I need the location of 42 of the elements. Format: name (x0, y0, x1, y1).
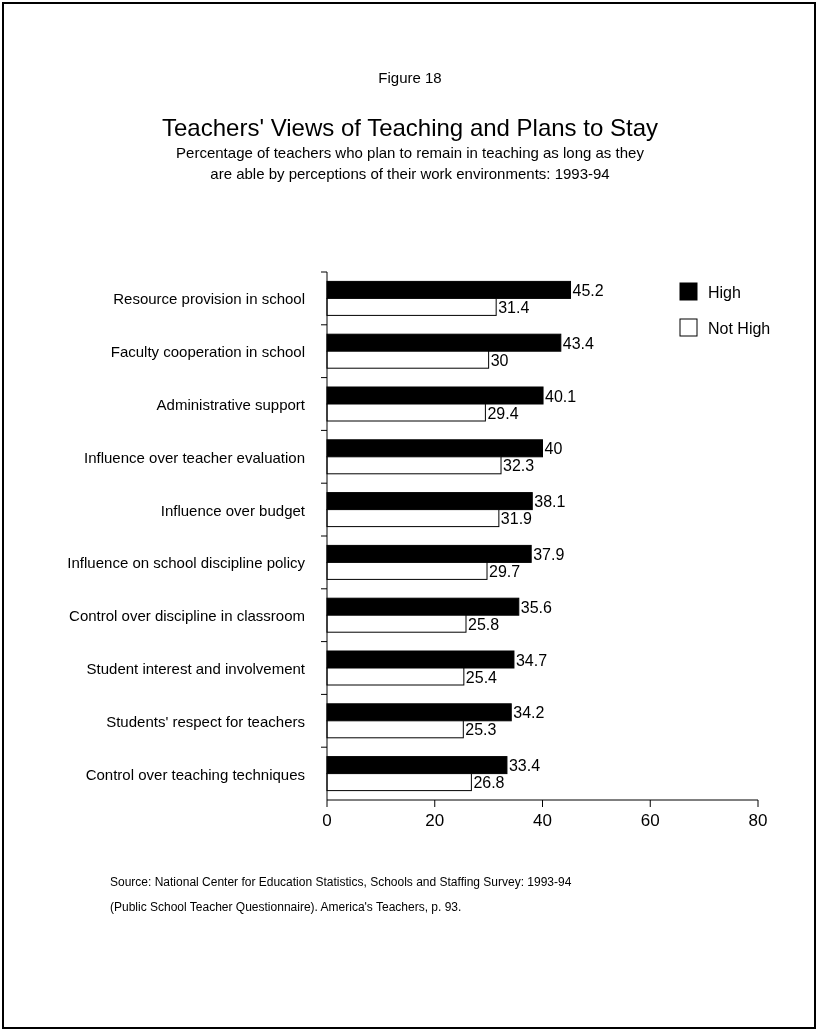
data-label: 40.1 (545, 387, 577, 405)
x-tick-label: 20 (425, 811, 445, 830)
data-label: 29.7 (489, 562, 521, 580)
data-label: 38.1 (534, 493, 566, 511)
data-label: 25.8 (468, 615, 500, 633)
data-label: 34.7 (515, 651, 548, 669)
y-tick-label: Administrative support (156, 396, 306, 413)
legend-label: High (708, 284, 741, 301)
data-label: 43.4 (562, 334, 595, 352)
y-tick-label: Control over teaching techniques (85, 765, 305, 783)
x-tick-label: 0 (322, 811, 332, 830)
data-label: 37.9 (533, 545, 565, 563)
data-label: 32.3 (503, 457, 535, 475)
data-label: 34.2 (513, 704, 545, 722)
x-tick-label: 60 (640, 811, 660, 830)
x-tick-label: 80 (748, 811, 768, 830)
y-tick-label: Influence over teacher evaluation (84, 448, 305, 466)
data-label: 30 (490, 351, 509, 369)
data-label: 25.3 (465, 721, 497, 739)
y-tick-label: Students' respect for teachers (106, 712, 305, 730)
data-label: 33.4 (508, 757, 541, 775)
data-label: 45.2 (572, 281, 604, 299)
data-label: 25.4 (465, 668, 498, 686)
y-tick-label: Influence over budget (160, 501, 306, 519)
y-tick-label: Student interest and involvement (86, 660, 306, 677)
data-label: 31.9 (500, 510, 533, 528)
y-tick-label: Influence on school discipline policy (67, 554, 306, 572)
x-tick-label: 40 (533, 811, 552, 830)
data-label: 31.4 (498, 298, 530, 316)
data-label: 35.6 (520, 598, 553, 616)
y-tick-label: Control over discipline in classroom (69, 607, 305, 625)
chart-subtitle: Percentage of teachers who plan to remain in teaching as long as they are able by perceptions of their work environments: 1993-94 (176, 144, 645, 182)
caption: Figure 18 (378, 69, 442, 86)
data-label: 29.4 (487, 404, 519, 422)
chart-title: Teachers' Views of Teaching and Plans to Stay (162, 114, 658, 141)
text: (Public School Teacher Questionnaire). America's Teachers, p. 93. (110, 900, 462, 914)
source-note: Source: National Center for Education Statistics, Schools and Staffing Survey: 1993-94 (110, 875, 572, 889)
y-tick-label: Faculty cooperation in school (110, 343, 305, 361)
y-tick-label: Resource provision in school (113, 290, 305, 308)
data-label: 40 (544, 440, 563, 458)
data-label: 26.8 (473, 774, 505, 792)
legend-label: Not High (708, 320, 771, 337)
